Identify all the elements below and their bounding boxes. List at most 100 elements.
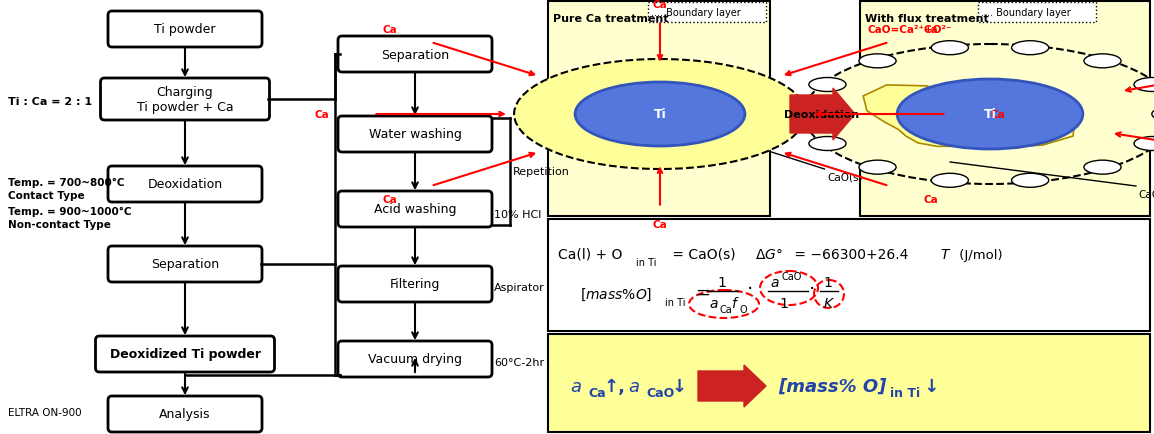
FancyBboxPatch shape xyxy=(977,3,1096,23)
Ellipse shape xyxy=(514,60,805,170)
Text: ·: · xyxy=(747,280,754,299)
Text: in Ti: in Ti xyxy=(665,297,685,307)
Text: Ca: Ca xyxy=(653,0,667,10)
Ellipse shape xyxy=(897,80,1082,150)
FancyBboxPatch shape xyxy=(108,12,262,48)
Text: Non-contact Type: Non-contact Type xyxy=(8,220,111,230)
Text: ↓: ↓ xyxy=(917,377,939,395)
Text: Ti : Ca = 2 : 1: Ti : Ca = 2 : 1 xyxy=(8,97,92,107)
Text: O: O xyxy=(740,304,748,314)
Ellipse shape xyxy=(1134,137,1154,151)
FancyBboxPatch shape xyxy=(338,117,492,153)
Text: Ca: Ca xyxy=(589,387,606,400)
Text: Temp. = 900~1000°C: Temp. = 900~1000°C xyxy=(8,207,132,217)
Text: Pure Ca treatment: Pure Ca treatment xyxy=(553,14,668,24)
Text: Ti: Ti xyxy=(983,108,996,121)
Ellipse shape xyxy=(859,161,897,175)
FancyBboxPatch shape xyxy=(649,3,766,23)
FancyBboxPatch shape xyxy=(108,247,262,283)
Text: $a$: $a$ xyxy=(570,377,582,395)
Text: Ca: Ca xyxy=(314,110,329,120)
FancyBboxPatch shape xyxy=(96,336,275,372)
FancyBboxPatch shape xyxy=(100,79,270,121)
Text: CaO: CaO xyxy=(781,271,801,281)
FancyBboxPatch shape xyxy=(108,396,262,432)
Text: $a$: $a$ xyxy=(770,275,780,289)
Text: Separation: Separation xyxy=(381,48,449,61)
Ellipse shape xyxy=(809,78,846,92)
Text: Vacuum drying: Vacuum drying xyxy=(368,353,462,366)
Text: T: T xyxy=(941,247,949,261)
Text: 1: 1 xyxy=(718,275,726,289)
Ellipse shape xyxy=(809,137,846,151)
Text: = −66300+26.4: = −66300+26.4 xyxy=(790,247,908,261)
Ellipse shape xyxy=(1012,42,1049,56)
Text: $a$: $a$ xyxy=(628,377,639,395)
Text: Ca: Ca xyxy=(653,220,667,230)
Text: Aspirator: Aspirator xyxy=(494,283,545,293)
Text: 1: 1 xyxy=(780,296,788,310)
Text: =: = xyxy=(695,283,710,301)
FancyArrow shape xyxy=(790,89,855,141)
Text: Temp. = 700~800°C: Temp. = 700~800°C xyxy=(8,178,125,187)
Text: ELTRA ON-900: ELTRA ON-900 xyxy=(8,407,82,417)
Text: $[mass\%O]$: $[mass\%O]$ xyxy=(580,286,652,302)
Text: CaO=Ca²⁺+O²⁻: CaO=Ca²⁺+O²⁻ xyxy=(868,25,952,35)
Ellipse shape xyxy=(1012,174,1049,188)
Text: Repetition: Repetition xyxy=(514,167,570,177)
Text: $\Delta G°$: $\Delta G°$ xyxy=(755,247,782,261)
Text: Deoxidation: Deoxidation xyxy=(148,178,223,191)
Ellipse shape xyxy=(931,174,968,188)
Text: in Ti: in Ti xyxy=(890,387,920,400)
Text: Ca: Ca xyxy=(720,304,733,314)
Text: With flux treatment: With flux treatment xyxy=(866,14,989,24)
FancyBboxPatch shape xyxy=(338,37,492,73)
Text: ↑,: ↑, xyxy=(604,377,625,395)
Ellipse shape xyxy=(790,108,829,122)
Ellipse shape xyxy=(1152,108,1154,122)
FancyArrow shape xyxy=(698,365,766,407)
Text: ↓: ↓ xyxy=(672,377,687,395)
Text: Deoxidation: Deoxidation xyxy=(785,110,860,120)
Text: Ca: Ca xyxy=(382,194,397,204)
Text: Ti: Ti xyxy=(653,108,666,121)
Text: .... Boundary layer: .... Boundary layer xyxy=(981,8,1071,18)
Text: Deoxidized Ti powder: Deoxidized Ti powder xyxy=(110,348,261,361)
FancyBboxPatch shape xyxy=(548,2,770,217)
Text: Ca(l) + O: Ca(l) + O xyxy=(559,247,622,261)
Ellipse shape xyxy=(1084,161,1121,175)
Ellipse shape xyxy=(859,55,897,69)
Text: Ca: Ca xyxy=(923,194,938,204)
FancyBboxPatch shape xyxy=(548,220,1151,331)
Ellipse shape xyxy=(804,45,1154,184)
Text: $K$: $K$ xyxy=(823,296,835,310)
Text: (J/mol): (J/mol) xyxy=(956,248,1003,261)
Text: Separation: Separation xyxy=(151,258,219,271)
FancyBboxPatch shape xyxy=(338,191,492,227)
Text: Ca: Ca xyxy=(923,25,938,35)
Text: Charging
Ti powder + Ca: Charging Ti powder + Ca xyxy=(136,86,233,114)
FancyBboxPatch shape xyxy=(548,334,1151,432)
Text: CaO(l): CaO(l) xyxy=(1139,190,1154,200)
Text: Ca: Ca xyxy=(991,110,1005,120)
Text: .... Boundary layer: .... Boundary layer xyxy=(651,8,741,18)
Ellipse shape xyxy=(575,83,744,147)
FancyBboxPatch shape xyxy=(108,167,262,203)
Polygon shape xyxy=(863,85,1074,148)
Text: $a$: $a$ xyxy=(709,296,719,310)
FancyBboxPatch shape xyxy=(860,2,1151,217)
Text: 10% HCl: 10% HCl xyxy=(494,210,541,220)
Text: Ti powder: Ti powder xyxy=(155,23,216,36)
Text: 60°C-2hr: 60°C-2hr xyxy=(494,357,545,367)
Text: CaO(s): CaO(s) xyxy=(827,173,863,183)
Text: Water washing: Water washing xyxy=(368,128,462,141)
Text: Filtering: Filtering xyxy=(390,278,440,291)
FancyBboxPatch shape xyxy=(338,266,492,302)
Text: Analysis: Analysis xyxy=(159,408,211,421)
Text: = CaO(s): = CaO(s) xyxy=(668,247,735,261)
Text: $f$: $f$ xyxy=(730,296,740,311)
Text: [mass% O]: [mass% O] xyxy=(778,377,886,395)
Text: ·: · xyxy=(809,280,815,299)
Text: Acid washing: Acid washing xyxy=(374,203,456,216)
Ellipse shape xyxy=(1134,78,1154,92)
